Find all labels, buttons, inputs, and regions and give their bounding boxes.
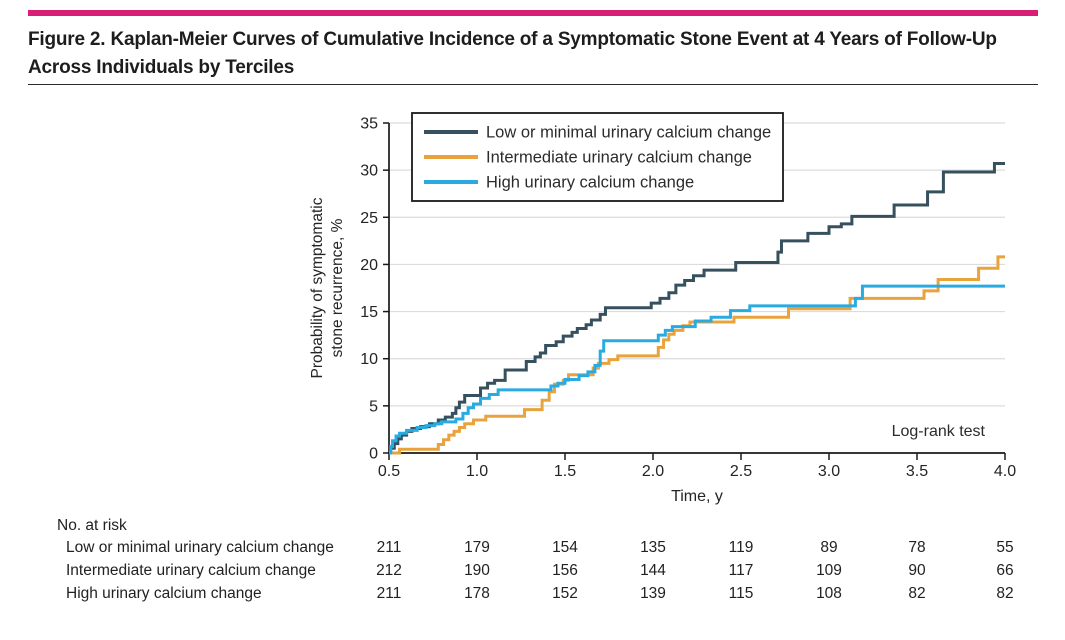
- risk-count: 211: [376, 539, 402, 556]
- x-axis-title: Time, y: [671, 488, 723, 505]
- risk-count: 212: [376, 562, 402, 579]
- y-tick-label: 15: [360, 304, 378, 321]
- figure-title-line2: Across Individuals by Terciles: [28, 57, 295, 78]
- risk-count: 82: [908, 585, 926, 602]
- risk-count: 55: [996, 539, 1014, 556]
- legend-label-low-or-minimal-urinary-calcium-change: Low or minimal urinary calcium change: [486, 124, 771, 142]
- risk-count: 154: [552, 539, 578, 556]
- risk-count: 178: [464, 585, 490, 602]
- km-curve-low-or-minimal-urinary-calcium-change: [389, 162, 1005, 455]
- risk-count: 119: [728, 539, 754, 556]
- risk-count: 109: [816, 562, 842, 579]
- legend: Low or minimal urinary calcium change Int…: [411, 112, 784, 202]
- risk-count: 190: [464, 562, 490, 579]
- y-axis-title-line: stone recurrence, %: [329, 218, 346, 357]
- km-curves: [389, 162, 1005, 455]
- x-tick-label: 2.0: [642, 463, 664, 480]
- figure-title-line1: Figure 2. Kaplan-Meier Curves of Cumulat…: [28, 29, 997, 50]
- risk-table-heading: No. at risk: [57, 517, 127, 534]
- risk-count: 139: [640, 585, 666, 602]
- risk-count: 117: [728, 562, 754, 579]
- risk-count: 156: [552, 562, 578, 579]
- x-tick-label: 3.5: [906, 463, 928, 480]
- y-tick-label: 25: [360, 210, 378, 227]
- figure-title: Figure 2. Kaplan-Meier Curves of Cumulat…: [28, 26, 1040, 82]
- y-tick-label: 10: [360, 351, 378, 368]
- x-tick-label: 2.5: [730, 463, 752, 480]
- y-tick-label: 20: [360, 257, 378, 274]
- x-tick-label: 1.5: [554, 463, 576, 480]
- risk-count: 78: [908, 539, 926, 556]
- risk-row-label: Low or minimal urinary calcium change: [66, 539, 334, 556]
- risk-count: 152: [552, 585, 578, 602]
- y-axis-title-line: Probability of symptomatic: [309, 197, 326, 378]
- y-tick-label: 30: [360, 163, 378, 180]
- risk-count: 89: [820, 539, 838, 556]
- risk-count: 144: [640, 562, 666, 579]
- risk-count: 90: [908, 562, 926, 579]
- km-chart: 0 5 10 15 20 25 30 35 0.5 1.0 1.5 2.0 2.5 3.0 3.5 4.0 Ti…: [309, 112, 1016, 505]
- risk-count: 108: [816, 585, 842, 602]
- risk-count: 82: [996, 585, 1014, 602]
- legend-label-intermediate-urinary-calcium-change: Intermediate urinary calcium change: [486, 149, 752, 167]
- x-tick-label: 1.0: [466, 463, 488, 480]
- accent-bar: [28, 10, 1038, 16]
- x-tick-label: 4.0: [994, 463, 1016, 480]
- km-curve-high-urinary-calcium-change: [389, 284, 1005, 455]
- y-tick-label: 35: [360, 116, 378, 133]
- risk-row-label: High urinary calcium change: [66, 585, 262, 602]
- x-tick-label: 0.5: [378, 463, 400, 480]
- logrank-annotation: Log-rank test: [892, 423, 986, 440]
- risk-count: 66: [996, 562, 1014, 579]
- legend-label-high-urinary-calcium-change: High urinary calcium change: [486, 174, 694, 192]
- title-divider: [28, 84, 1038, 85]
- risk-count: 211: [376, 585, 402, 602]
- risk-count: 179: [464, 539, 490, 556]
- y-tick-label: 0: [369, 446, 378, 463]
- risk-row-label: Intermediate urinary calcium change: [66, 562, 316, 579]
- x-tick-label: 3.0: [818, 463, 840, 480]
- risk-count: 135: [640, 539, 666, 556]
- risk-count: 115: [728, 585, 754, 602]
- y-tick-label: 5: [369, 398, 378, 415]
- axes: 0 5 10 15 20 25 30 35 0.5 1.0 1.5 2.0 2.5 3.0 3.5 4.0: [360, 116, 1016, 481]
